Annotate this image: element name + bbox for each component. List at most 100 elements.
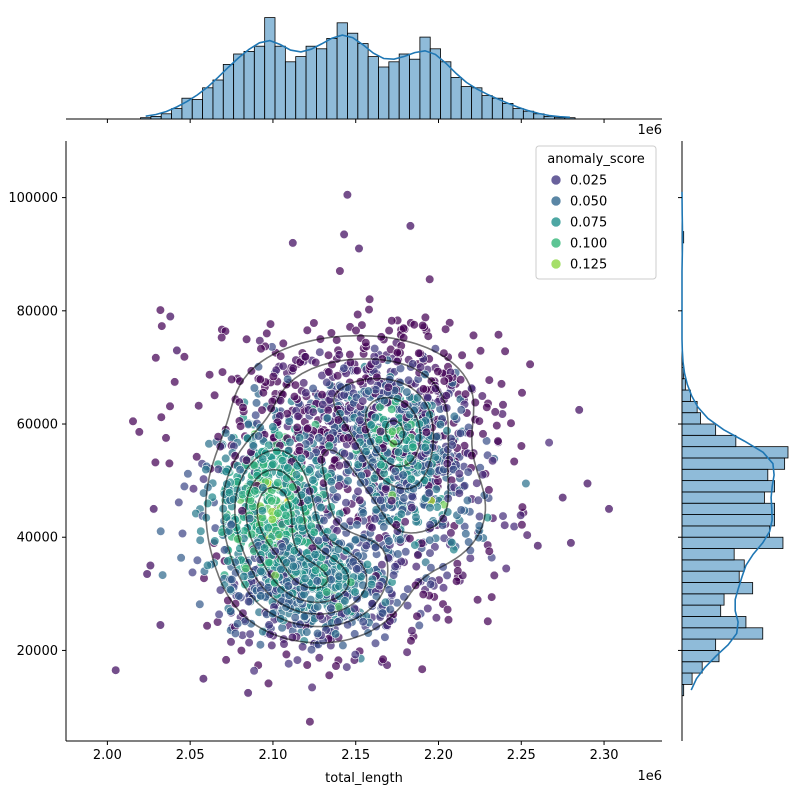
scatter-point bbox=[203, 560, 213, 571]
scatter-point bbox=[273, 478, 283, 488]
scatter-point bbox=[288, 561, 298, 571]
scatter-point bbox=[334, 461, 344, 471]
scatter-point bbox=[484, 546, 494, 556]
scatter-point bbox=[245, 629, 255, 639]
scatter-point bbox=[420, 312, 431, 323]
legend-marker bbox=[550, 237, 562, 249]
scatter-point bbox=[195, 599, 205, 609]
scatter-point bbox=[376, 495, 386, 505]
scatter-point bbox=[402, 387, 412, 397]
scatter-point bbox=[326, 328, 337, 338]
x-offset-label-top: 1e6 bbox=[637, 123, 662, 138]
scatter-point bbox=[317, 390, 327, 400]
scatter-point bbox=[408, 442, 418, 452]
scatter-point bbox=[438, 583, 449, 593]
scatter-point bbox=[396, 509, 406, 519]
scatter-point bbox=[385, 604, 395, 615]
scatter-point bbox=[473, 495, 483, 505]
right-hist-bar bbox=[681, 514, 775, 527]
scatter-point bbox=[256, 566, 266, 576]
scatter-point bbox=[370, 514, 380, 524]
legend-label: 0.025 bbox=[570, 174, 607, 189]
scatter-point bbox=[251, 398, 262, 408]
scatter-point bbox=[357, 320, 367, 330]
legend-marker bbox=[550, 174, 562, 186]
scatter-point bbox=[196, 526, 206, 536]
scatter-point-outlier bbox=[155, 620, 165, 630]
top-hist-bar bbox=[222, 64, 235, 120]
scatter-point bbox=[411, 512, 421, 522]
scatter-point bbox=[279, 639, 289, 649]
scatter-point bbox=[393, 549, 403, 559]
scatter-point bbox=[414, 620, 424, 631]
right-hist-bar bbox=[681, 412, 701, 425]
scatter-point bbox=[487, 592, 497, 602]
scatter-point bbox=[414, 348, 424, 358]
scatter-point bbox=[244, 637, 254, 648]
right-hist-bar bbox=[681, 367, 685, 380]
scatter-point bbox=[509, 456, 519, 467]
top-hist-bar bbox=[305, 45, 317, 120]
scatter-point bbox=[238, 402, 248, 413]
scatter-point bbox=[403, 600, 413, 611]
scatter-point bbox=[161, 433, 171, 443]
marginal-y-histogram bbox=[681, 141, 789, 741]
scatter-point bbox=[374, 435, 384, 445]
scatter-point bbox=[441, 324, 451, 334]
x-tick-label: 2.05 bbox=[176, 748, 205, 763]
scatter-point bbox=[455, 428, 466, 438]
scatter-point bbox=[290, 612, 300, 623]
scatter-point bbox=[195, 535, 205, 545]
scatter-point bbox=[376, 460, 386, 470]
top-hist-bar bbox=[140, 117, 152, 120]
scatter-point bbox=[249, 666, 259, 676]
top-hist-bar bbox=[357, 43, 369, 120]
scatter-point bbox=[353, 309, 363, 320]
scatter-point bbox=[475, 511, 485, 522]
scatter-point bbox=[177, 528, 188, 539]
top-hist-bar bbox=[471, 87, 483, 120]
scatter-point bbox=[425, 503, 435, 513]
scatter-point bbox=[425, 548, 435, 558]
scatter-point bbox=[210, 536, 220, 546]
scatter-point bbox=[323, 405, 333, 415]
scatter-point bbox=[277, 456, 288, 466]
scatter-point bbox=[525, 359, 535, 369]
right-hist-bar bbox=[681, 627, 764, 640]
scatter-point bbox=[194, 401, 204, 411]
scatter-point bbox=[157, 321, 167, 331]
x-tick-label: 2.30 bbox=[590, 748, 619, 763]
scatter-point bbox=[358, 396, 368, 406]
scatter-point bbox=[461, 529, 471, 539]
marginal-x-histogram bbox=[66, 17, 662, 120]
scatter-point bbox=[324, 441, 334, 451]
scatter-point bbox=[325, 433, 335, 443]
scatter-point bbox=[442, 426, 452, 436]
scatter-point bbox=[308, 407, 318, 417]
scatter-point bbox=[423, 603, 433, 614]
scatter-point bbox=[294, 445, 305, 456]
scatter-point bbox=[420, 442, 430, 452]
scatter-point bbox=[488, 456, 498, 466]
scatter-point bbox=[426, 579, 436, 589]
scatter-point bbox=[308, 383, 318, 394]
top-hist-bar bbox=[502, 103, 514, 120]
scatter-point bbox=[456, 505, 466, 515]
scatter-point bbox=[284, 659, 294, 669]
scatter-point bbox=[355, 495, 365, 505]
x-axis-label: total_length bbox=[325, 771, 403, 786]
scatter-point bbox=[367, 523, 377, 533]
scatter-point bbox=[490, 407, 500, 417]
scatter-point bbox=[338, 640, 348, 651]
top-hist-bar bbox=[295, 56, 307, 120]
right-hist-bar bbox=[681, 491, 765, 504]
y-tick-label: 20000 bbox=[17, 644, 58, 659]
legend-label: 0.100 bbox=[570, 237, 607, 252]
scatter-point bbox=[205, 370, 215, 380]
scatter-point bbox=[405, 533, 415, 544]
scatter-point bbox=[305, 717, 315, 727]
scatter-point bbox=[387, 496, 397, 506]
legend-marker bbox=[550, 216, 562, 228]
scatter-point bbox=[446, 528, 456, 538]
scatter-point bbox=[183, 469, 193, 479]
